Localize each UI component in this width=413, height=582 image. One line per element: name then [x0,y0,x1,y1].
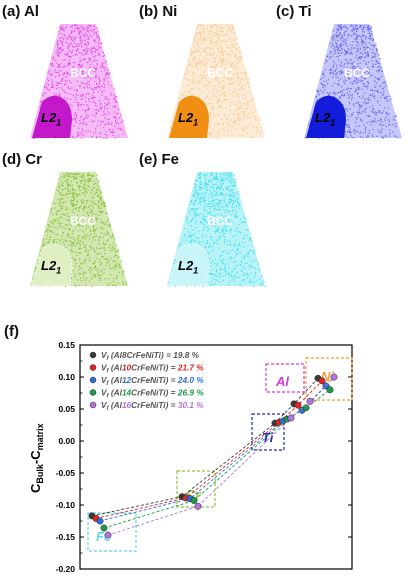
data-point [100,524,108,532]
panel-al: (a) Al BCC L21 [0,0,138,150]
y-tick-label: -0.15 [56,532,76,542]
l21-main: L2 [178,258,194,273]
bcc-label: BCC [207,214,233,228]
l21-label: L21 [315,110,335,128]
legend-entry: Vf (Al10CrFeNiTi) = 21.7 % [101,363,204,375]
l21-subscript: 1 [193,265,199,276]
legend-marker [89,351,97,359]
legend-marker [89,401,97,409]
point-cloud [30,24,128,139]
legend-entry: Vf (Al12CrFeNiTi) = 24.0 % [101,375,204,387]
legend-marker [89,376,97,384]
l21-label: L21 [41,258,61,276]
bcc-label: BCC [207,66,233,80]
legend-marker [89,364,97,371]
bcc-label: BCC [70,214,96,228]
point-cloud [304,24,402,139]
data-point [306,397,314,405]
panel-ni: (b) Ni BCC L21 [137,0,275,150]
y-tick-label: 0.00 [58,436,75,446]
element-box-ti [251,413,285,451]
l21-main: L2 [315,110,331,125]
data-point [190,497,198,504]
element-box-fe [87,512,137,552]
point-cloud [167,172,266,288]
series-line [103,389,331,529]
legend-marker [89,389,97,396]
l21-label: L21 [178,110,198,128]
l21-label: L21 [178,258,198,276]
concentration-difference-chart: (f) 0.15 0.10 0.05 0.00 -0.05 -0.10 -0.15 -0.20 C… [0,318,413,582]
y-tick-label: 0.05 [58,404,75,414]
panel-label: (b) Ni [139,3,178,20]
data-point [318,377,326,385]
l21-main: L2 [41,258,57,273]
panel-label: (a) Al [2,3,39,20]
l21-label: L21 [41,110,61,128]
l21-subscript: 1 [56,117,62,128]
legend-entry: Vf (Al14CrFeNiTi) = 26.9 % [101,388,204,400]
point-cloud [167,24,265,140]
l21-subscript: 1 [330,117,336,128]
data-point [302,404,310,412]
l21-main: L2 [178,110,194,125]
panel-label: (d) Cr [2,151,42,168]
y-tick-label: 0.10 [58,372,75,382]
element-box-ni [305,357,353,401]
data-point [104,531,112,539]
point-cloud [30,172,128,288]
data-point [194,502,202,510]
data-point [96,517,104,525]
element-label-ti: Ti [262,430,274,445]
element-box-al [265,363,305,393]
l21-subscript: 1 [56,265,62,276]
panel-label: (c) Ti [276,3,312,20]
legend-entry: Vf (Al16CrFeNiTi) = 30.1 % [101,400,204,412]
data-point [330,373,338,381]
l21-subscript: 1 [193,117,199,128]
y-tick-label: -0.05 [56,468,76,478]
bcc-label: BCC [70,66,96,80]
l21-main: L2 [41,110,57,125]
data-point [294,401,302,409]
y-tick-label: -0.10 [56,500,76,510]
panel-cr: (d) Cr BCC L21 [0,148,138,298]
data-point [326,386,334,394]
element-label-al: Al [275,374,289,389]
data-point [287,414,295,422]
y-axis-label: CBulk-Cmatrix [28,423,45,493]
chart-panel-label: (f) [4,323,19,340]
panel-label: (e) Fe [139,151,180,168]
bcc-label: BCC [344,66,370,80]
y-tick-label: -0.20 [56,564,76,574]
y-tick-label: 0.15 [58,340,75,350]
legend-entry: Vf (Al8CrFeNiTi) = 19.8 % [101,350,200,362]
panel-ti: (c) Ti BCC L21 [274,0,412,150]
panel-fe: (e) Fe BCC L21 [137,148,275,298]
chart-canvas: (f) 0.15 0.10 0.05 0.00 -0.05 -0.10 -0.15 -0.20 C… [4,323,353,574]
